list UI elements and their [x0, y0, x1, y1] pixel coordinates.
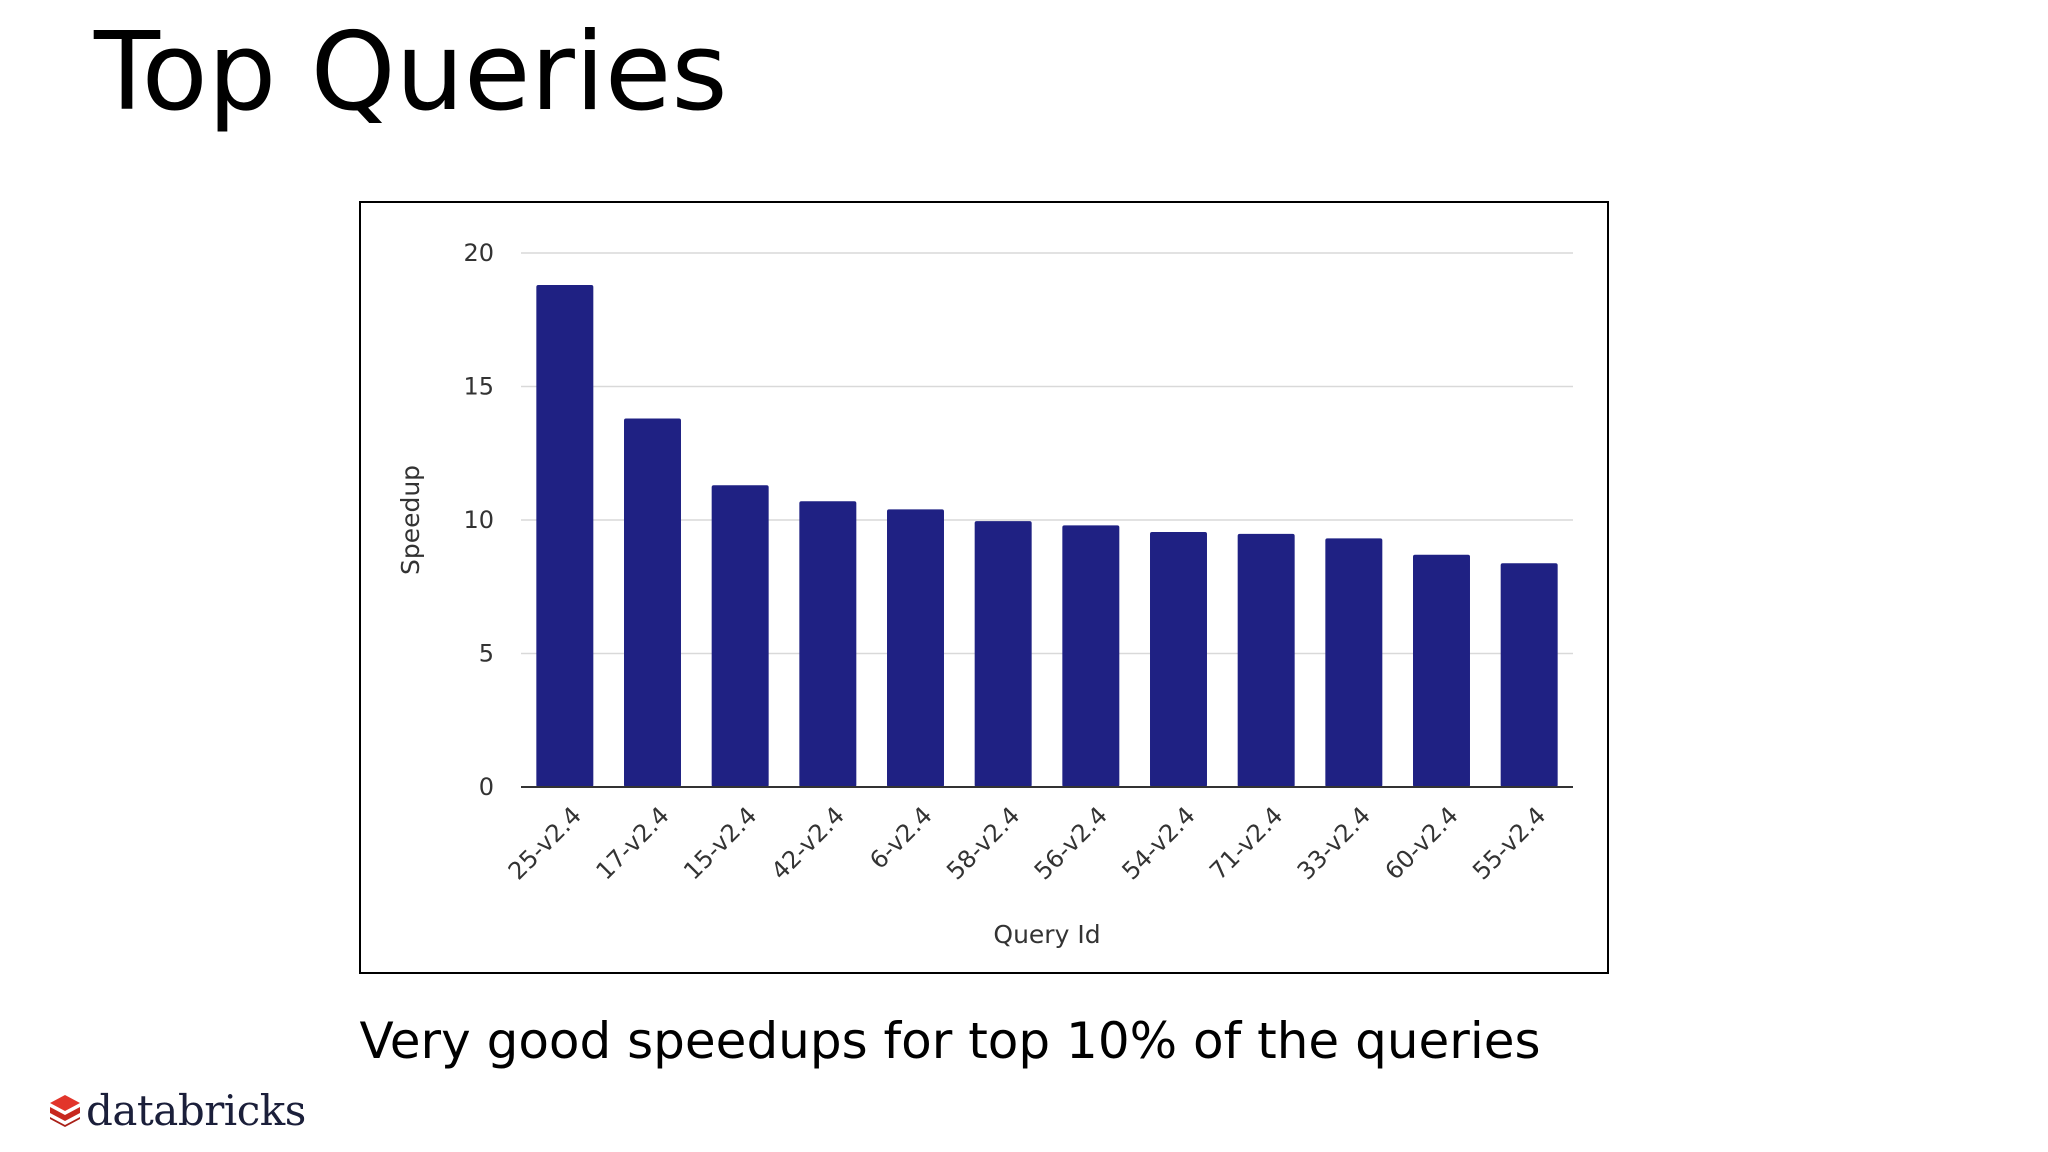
y-tick-label: 10: [463, 506, 494, 534]
brand-name: databricks: [86, 1085, 306, 1135]
bar-33-v2.4: [1325, 538, 1383, 787]
bars: [536, 285, 1558, 787]
y-tick-label: 0: [479, 773, 494, 801]
databricks-logo: databricks: [48, 1085, 306, 1135]
x-tick-label: 54-v2.4: [1117, 801, 1201, 885]
chart-frame: 0 5 10 15 20 25-v2.4 17-v2.4 15-v2.4 42-v2.4 6-v…: [359, 201, 1609, 974]
speedup-bar-chart: 0 5 10 15 20 25-v2.4 17-v2.4 15-v2.4 42-v2.4 6-v…: [396, 239, 1573, 949]
slide-caption: Very good speedups for top 10% of the qu…: [359, 1012, 1541, 1070]
databricks-logo-icon: [50, 1095, 80, 1127]
x-tick-label: 58-v2.4: [941, 801, 1025, 885]
x-tick-label: 25-v2.4: [503, 801, 587, 885]
y-tick-label: 15: [463, 373, 494, 401]
y-axis-title: Speedup: [396, 465, 425, 575]
x-tick-labels: 25-v2.4 17-v2.4 15-v2.4 42-v2.4 6-v2.4 58-v2.…: [503, 801, 1551, 885]
x-tick-label: 71-v2.4: [1204, 801, 1288, 885]
x-tick-label: 42-v2.4: [766, 801, 850, 885]
x-tick-label: 56-v2.4: [1029, 801, 1113, 885]
x-tick-label: 55-v2.4: [1467, 801, 1551, 885]
bar-60-v2.4: [1413, 554, 1470, 787]
x-axis-title: Query Id: [993, 920, 1100, 949]
bar-71-v2.4: [1237, 533, 1295, 787]
x-tick-label: 33-v2.4: [1292, 801, 1376, 885]
slide-title: Top Queries: [94, 10, 728, 135]
x-tick-label: 60-v2.4: [1380, 801, 1464, 885]
bar-54-v2.4: [1150, 532, 1207, 787]
bar-58-v2.4: [974, 521, 1032, 787]
bar-6-v2.4: [887, 509, 944, 787]
bar-55-v2.4: [1500, 563, 1558, 787]
y-tick-label: 5: [479, 640, 494, 668]
x-tick-label: 15-v2.4: [678, 801, 762, 885]
bar-15-v2.4: [711, 485, 769, 787]
grid-lines: [521, 252, 1573, 655]
bar-17-v2.4: [624, 418, 681, 787]
y-tick-labels: 0 5 10 15 20: [463, 239, 494, 801]
bar-56-v2.4: [1062, 525, 1120, 787]
bar-42-v2.4: [799, 501, 857, 787]
y-tick-label: 20: [463, 239, 494, 267]
x-tick-label: 17-v2.4: [591, 801, 675, 885]
bar-25-v2.4: [536, 285, 594, 787]
x-tick-label: 6-v2.4: [864, 801, 937, 874]
